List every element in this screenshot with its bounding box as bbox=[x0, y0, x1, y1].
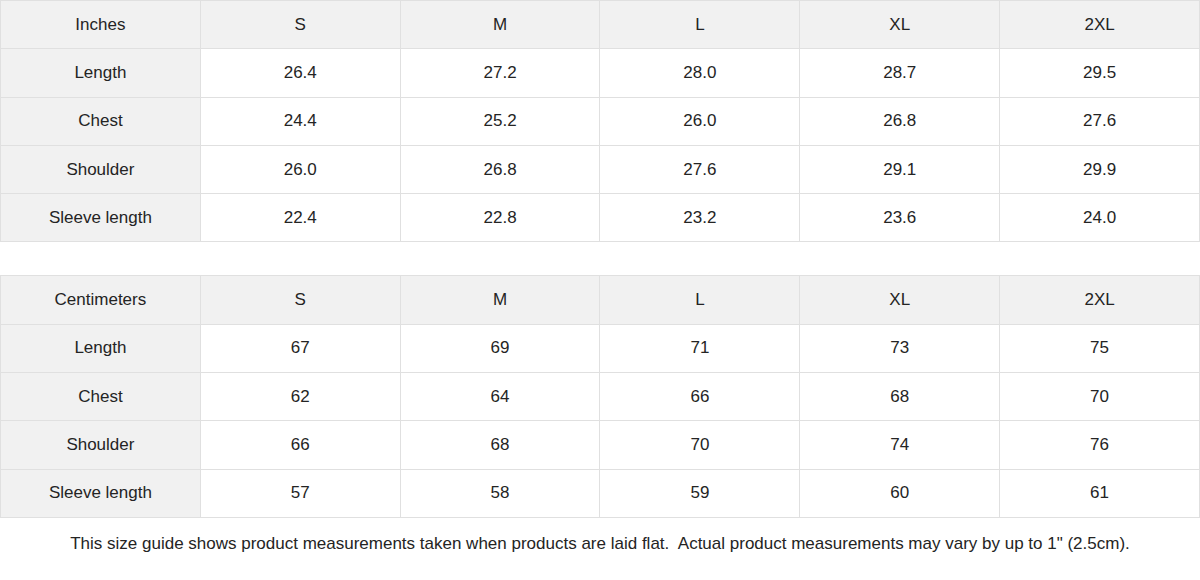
measurement-row-length: Length 26.4 27.2 28.0 28.7 29.5 bbox=[1, 49, 1200, 97]
value-cell: 57 bbox=[200, 469, 400, 517]
value-cell: 62 bbox=[200, 373, 400, 421]
row-label-cell: Chest bbox=[1, 373, 201, 421]
table-gap bbox=[0, 242, 1200, 275]
value-cell: 66 bbox=[200, 421, 400, 469]
value-cell: 61 bbox=[1000, 469, 1200, 517]
row-label-cell: Sleeve length bbox=[1, 194, 201, 242]
centimeters-table: Centimeters S M L XL 2XL Length 67 69 71… bbox=[0, 275, 1200, 517]
value-cell: 26.8 bbox=[400, 145, 600, 193]
size-column-header-2xl: 2XL bbox=[1000, 1, 1200, 49]
size-column-header-2xl: 2XL bbox=[1000, 276, 1200, 324]
value-cell: 24.0 bbox=[1000, 194, 1200, 242]
size-column-header-s: S bbox=[200, 276, 400, 324]
size-guide: Inches S M L XL 2XL Length 26.4 27.2 28.… bbox=[0, 0, 1200, 571]
size-column-header-xl: XL bbox=[800, 1, 1000, 49]
value-cell: 59 bbox=[600, 469, 800, 517]
value-cell: 66 bbox=[600, 373, 800, 421]
measurement-row-length: Length 67 69 71 73 75 bbox=[1, 324, 1200, 372]
value-cell: 25.2 bbox=[400, 97, 600, 145]
inches-table: Inches S M L XL 2XL Length 26.4 27.2 28.… bbox=[0, 0, 1200, 242]
size-column-header-xl: XL bbox=[800, 276, 1000, 324]
value-cell: 64 bbox=[400, 373, 600, 421]
row-label-cell: Shoulder bbox=[1, 421, 201, 469]
value-cell: 26.0 bbox=[200, 145, 400, 193]
value-cell: 29.5 bbox=[1000, 49, 1200, 97]
row-label-cell: Chest bbox=[1, 97, 201, 145]
value-cell: 28.0 bbox=[600, 49, 800, 97]
size-column-header-s: S bbox=[200, 1, 400, 49]
size-column-header-m: M bbox=[400, 276, 600, 324]
value-cell: 27.2 bbox=[400, 49, 600, 97]
value-cell: 67 bbox=[200, 324, 400, 372]
value-cell: 26.4 bbox=[200, 49, 400, 97]
value-cell: 28.7 bbox=[800, 49, 1000, 97]
value-cell: 68 bbox=[800, 373, 1000, 421]
unit-header-cell: Inches bbox=[1, 1, 201, 49]
value-cell: 60 bbox=[800, 469, 1000, 517]
value-cell: 24.4 bbox=[200, 97, 400, 145]
size-column-header-l: L bbox=[600, 276, 800, 324]
value-cell: 22.8 bbox=[400, 194, 600, 242]
value-cell: 58 bbox=[400, 469, 600, 517]
size-column-header-m: M bbox=[400, 1, 600, 49]
measurement-row-shoulder: Shoulder 66 68 70 74 76 bbox=[1, 421, 1200, 469]
value-cell: 22.4 bbox=[200, 194, 400, 242]
value-cell: 73 bbox=[800, 324, 1000, 372]
value-cell: 69 bbox=[400, 324, 600, 372]
value-cell: 29.1 bbox=[800, 145, 1000, 193]
value-cell: 68 bbox=[400, 421, 600, 469]
measurement-row-sleeve-length: Sleeve length 57 58 59 60 61 bbox=[1, 469, 1200, 517]
inches-header-row: Inches S M L XL 2XL bbox=[1, 1, 1200, 49]
row-label-cell: Length bbox=[1, 49, 201, 97]
centimeters-header-row: Centimeters S M L XL 2XL bbox=[1, 276, 1200, 324]
unit-header-cell: Centimeters bbox=[1, 276, 201, 324]
measurement-row-chest: Chest 62 64 66 68 70 bbox=[1, 373, 1200, 421]
size-column-header-l: L bbox=[600, 1, 800, 49]
value-cell: 70 bbox=[1000, 373, 1200, 421]
value-cell: 26.0 bbox=[600, 97, 800, 145]
value-cell: 27.6 bbox=[600, 145, 800, 193]
value-cell: 29.9 bbox=[1000, 145, 1200, 193]
value-cell: 76 bbox=[1000, 421, 1200, 469]
row-label-cell: Sleeve length bbox=[1, 469, 201, 517]
row-label-cell: Length bbox=[1, 324, 201, 372]
value-cell: 70 bbox=[600, 421, 800, 469]
measurement-row-chest: Chest 24.4 25.2 26.0 26.8 27.6 bbox=[1, 97, 1200, 145]
value-cell: 26.8 bbox=[800, 97, 1000, 145]
value-cell: 23.6 bbox=[800, 194, 1000, 242]
value-cell: 23.2 bbox=[600, 194, 800, 242]
value-cell: 71 bbox=[600, 324, 800, 372]
row-label-cell: Shoulder bbox=[1, 145, 201, 193]
footer-note: This size guide shows product measuremen… bbox=[0, 518, 1200, 571]
value-cell: 27.6 bbox=[1000, 97, 1200, 145]
value-cell: 75 bbox=[1000, 324, 1200, 372]
measurement-row-sleeve-length: Sleeve length 22.4 22.8 23.2 23.6 24.0 bbox=[1, 194, 1200, 242]
value-cell: 74 bbox=[800, 421, 1000, 469]
measurement-row-shoulder: Shoulder 26.0 26.8 27.6 29.1 29.9 bbox=[1, 145, 1200, 193]
